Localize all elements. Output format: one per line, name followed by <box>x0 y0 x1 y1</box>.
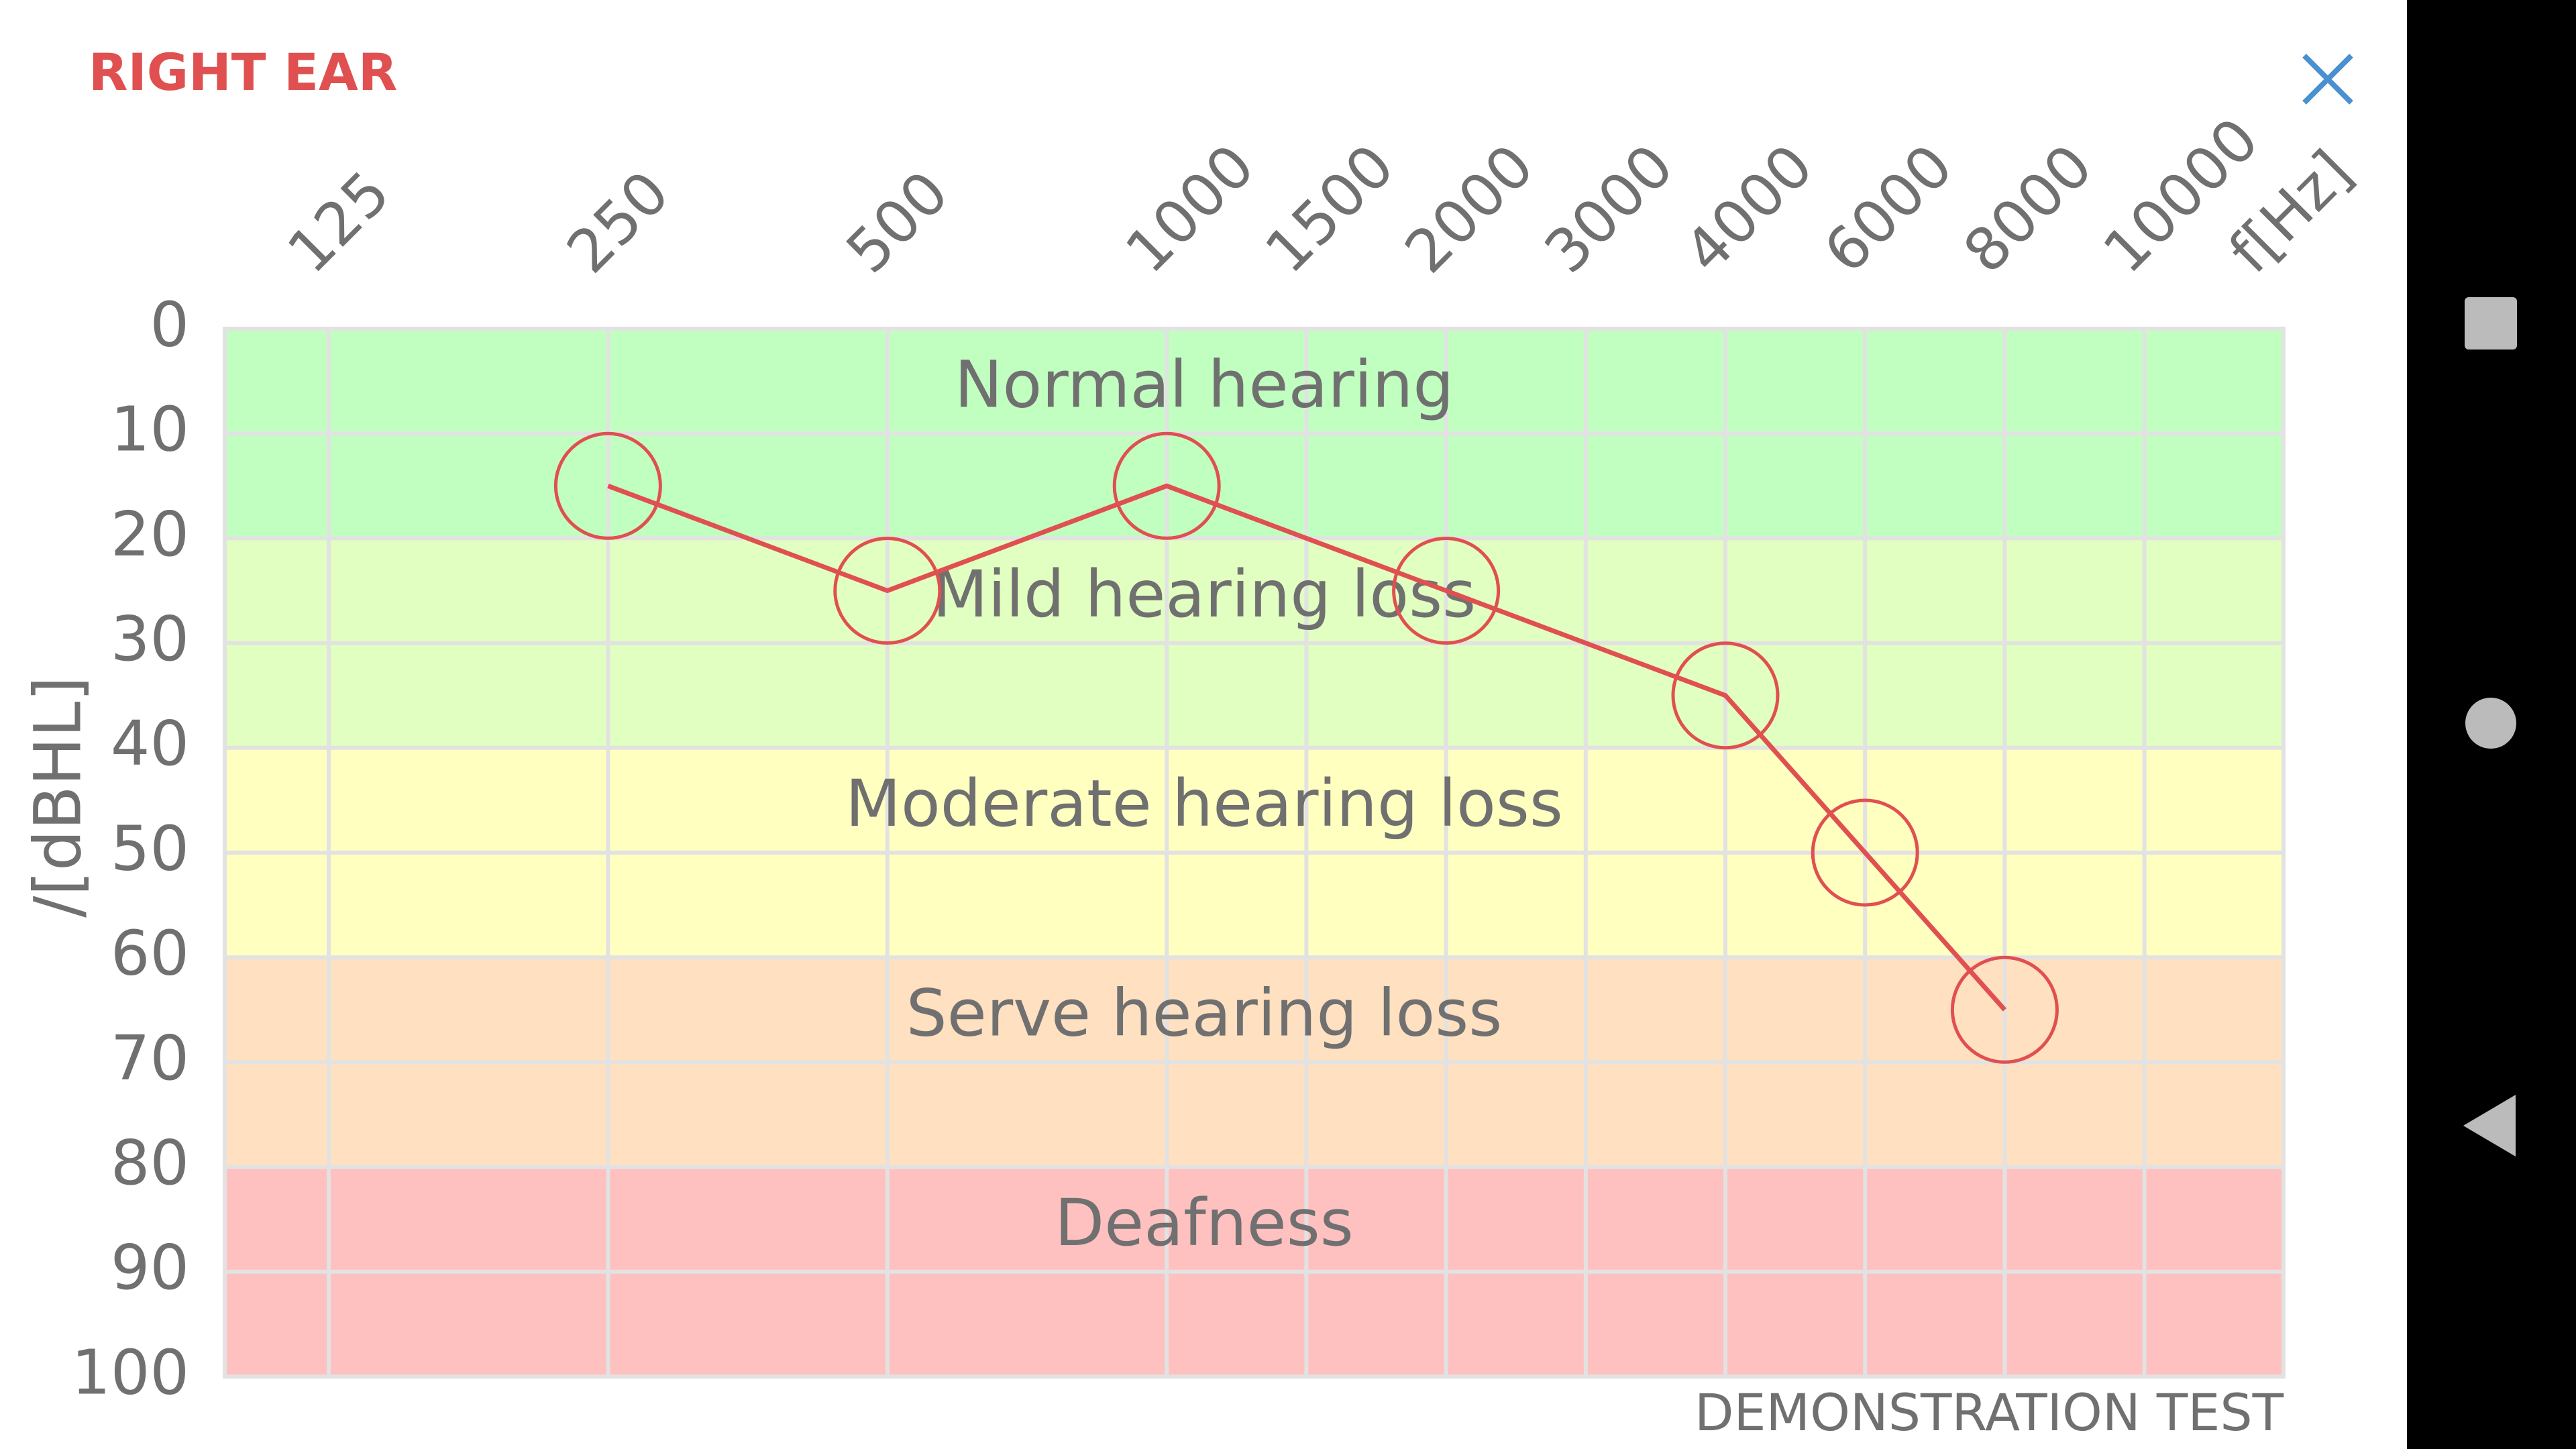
back-button[interactable] <box>2463 1095 2516 1157</box>
x-tick-label: 125 <box>274 158 403 286</box>
x-tick-label: 4000 <box>1671 131 1826 286</box>
y-tick-label: 30 <box>111 603 189 675</box>
x-tick-label: 8000 <box>1950 131 2105 286</box>
band-label: Deafness <box>1055 1185 1354 1260</box>
y-tick-label: 20 <box>111 498 189 570</box>
data-point <box>1811 798 1919 907</box>
x-tick-label: 6000 <box>1811 131 1966 286</box>
y-tick-label: 90 <box>111 1232 189 1303</box>
y-tick-label: 0 <box>150 288 189 360</box>
y-tick-label: 50 <box>111 812 189 884</box>
x-tick-label: 500 <box>833 158 962 286</box>
data-point <box>833 537 942 645</box>
y-tick-label: 10 <box>111 394 189 466</box>
x-tick-label: 1000 <box>1112 131 1267 286</box>
data-line <box>607 483 2007 1012</box>
chart: 0 10 20 30 40 50 60 70 80 90 100 125 250 500 100015002… <box>20 105 2365 1408</box>
y-tick-label: 80 <box>111 1127 189 1199</box>
ear-title: RIGHT EAR <box>89 42 397 102</box>
x-tick-label: 1500 <box>1252 131 1407 286</box>
y-axis-label: /[dBHL] <box>20 676 95 918</box>
close-icon[interactable] <box>2302 54 2353 105</box>
band-label: Moderate hearing loss <box>845 766 1563 841</box>
y-tick-label: 40 <box>111 708 189 780</box>
x-tick-label: 2000 <box>1392 131 1547 286</box>
footer-note: DEMONSTRATION TEST <box>1695 1383 2284 1442</box>
y-tick-label: 100 <box>71 1336 189 1408</box>
x-tick-label: 3000 <box>1532 131 1686 286</box>
data-point <box>1112 431 1221 540</box>
data-point <box>1950 955 2059 1064</box>
band-label: Serve hearing loss <box>906 976 1502 1051</box>
y-tick-label: 70 <box>111 1022 189 1094</box>
home-button[interactable] <box>2465 698 2516 749</box>
band-label: Normal hearing <box>955 347 1454 422</box>
data-point <box>1671 641 1780 750</box>
recents-button[interactable] <box>2465 297 2517 350</box>
y-tick-label: 60 <box>111 918 189 989</box>
x-tick-label: 250 <box>553 158 682 286</box>
plot-border <box>223 327 2286 1379</box>
data-point <box>553 431 662 540</box>
close-button[interactable] <box>2302 54 2353 105</box>
data-point <box>1392 537 1501 645</box>
